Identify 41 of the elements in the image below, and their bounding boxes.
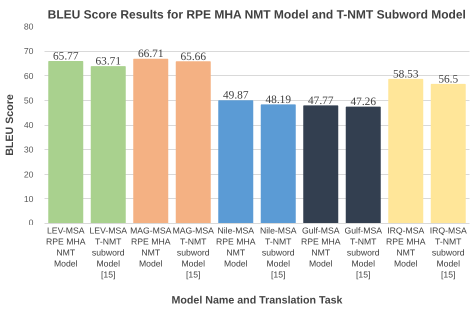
y-tick-label: 40	[24, 120, 34, 130]
x-tick-label: IRQ-MSA RPE MHA NMT Model	[386, 226, 426, 268]
bar	[90, 66, 126, 224]
bar	[176, 61, 211, 224]
bar	[48, 61, 84, 224]
data-label: 48.19	[266, 94, 292, 106]
x-tick-label: Nile-MSA RPE MHA NMT Model	[216, 226, 256, 268]
y-tick-label: 80	[24, 22, 34, 32]
y-tick-label: 50	[24, 95, 34, 106]
data-label: 65.77	[53, 50, 79, 63]
x-tick-label: Gulf-MSA RPE MHA NMT Model	[301, 226, 341, 268]
bar	[346, 106, 381, 224]
x-tick-label: IRQ-MSA T-NMT subword Model [15]	[430, 226, 467, 280]
data-label: 66.71	[138, 48, 164, 60]
x-axis-title: Model Name and Translation Task	[172, 294, 343, 306]
bar	[218, 100, 254, 224]
chart-title: BLEU Score Results for RPE MHA NMT Model and T-NMT Subword Model	[48, 8, 466, 22]
x-tick-label: MAG-MSA T-NMT subword Model [15]	[172, 226, 214, 280]
y-tick-label: 30	[24, 144, 34, 155]
y-axis-title: BLEU Score	[4, 94, 16, 156]
data-label: 47.26	[350, 96, 376, 108]
bar	[388, 78, 424, 224]
y-tick-label: 10	[24, 194, 34, 204]
x-tick-label: MAG-MSA RPE MHA NMT Model	[130, 226, 172, 268]
bar	[303, 105, 338, 224]
x-tick-label: Gulf-MSA T-NMT subword Model [15]	[344, 226, 382, 280]
y-tick-label: 60	[24, 70, 34, 81]
bar	[260, 104, 296, 224]
data-label: 63.71	[96, 56, 122, 68]
bar	[133, 58, 168, 224]
x-tick-label: Nile-MSA T-NMT subword Model [15]	[260, 226, 297, 280]
bar	[430, 84, 466, 224]
data-label: 56.5	[438, 73, 458, 86]
data-label: 65.66	[180, 50, 206, 63]
x-tick-label: LEV-MSA T-NMT subword Model [15]	[89, 226, 128, 280]
x-tick-label: LEV-MSA RPE MHA NMT Model	[46, 226, 86, 268]
y-tick-label: 70	[24, 46, 34, 56]
y-tick-label: 20	[24, 169, 34, 180]
data-label: 58.53	[393, 68, 419, 80]
data-label: 49.87	[223, 90, 249, 102]
data-label: 47.77	[308, 94, 334, 107]
